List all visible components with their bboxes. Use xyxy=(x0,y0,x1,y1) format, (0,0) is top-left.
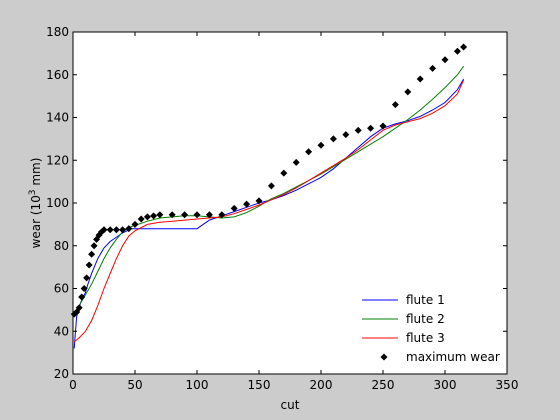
data-point-maximum-wear xyxy=(88,250,96,258)
series-maximum-wear xyxy=(70,43,468,318)
y-tick-label: 180 xyxy=(46,25,69,39)
data-point-maximum-wear xyxy=(90,242,98,250)
x-tick-label: 50 xyxy=(127,378,142,392)
data-point-maximum-wear xyxy=(80,285,88,292)
data-point-maximum-wear xyxy=(205,211,213,219)
data-point-maximum-wear xyxy=(75,304,83,312)
legend-label: flute 2 xyxy=(406,312,445,326)
x-tick-label: 350 xyxy=(496,378,519,392)
data-point-maximum-wear xyxy=(292,158,300,166)
legend-item-maximum-wear: maximum wear xyxy=(380,350,500,364)
x-tick-label: 250 xyxy=(372,378,395,392)
data-point-maximum-wear xyxy=(112,226,120,234)
legend-item-flute-2: flute 2 xyxy=(362,312,445,326)
data-point-maximum-wear xyxy=(156,211,164,219)
legend-item-flute-3: flute 3 xyxy=(362,331,445,345)
data-point-maximum-wear xyxy=(143,213,151,221)
data-point-maximum-wear xyxy=(230,204,238,212)
data-point-maximum-wear xyxy=(100,226,108,234)
series-layer xyxy=(70,43,468,349)
x-axis-label: cut xyxy=(281,398,300,412)
data-point-maximum-wear xyxy=(280,169,288,177)
data-point-maximum-wear xyxy=(119,226,127,234)
data-point-maximum-wear xyxy=(267,182,275,190)
data-point-maximum-wear xyxy=(391,101,399,109)
y-tick-label: 120 xyxy=(46,153,69,167)
data-point-maximum-wear xyxy=(150,212,158,220)
y-axis-label: wear (103 mm) xyxy=(28,158,43,249)
data-point-maximum-wear xyxy=(83,274,91,282)
data-point-maximum-wear xyxy=(354,126,362,134)
y-tick-label: 20 xyxy=(54,367,69,381)
data-point-maximum-wear xyxy=(329,135,337,143)
series-flute-3 xyxy=(73,79,465,343)
data-point-maximum-wear xyxy=(218,211,226,219)
data-point-maximum-wear xyxy=(453,47,461,55)
data-point-maximum-wear xyxy=(416,75,424,83)
data-point-maximum-wear xyxy=(131,220,139,228)
legend-label: flute 3 xyxy=(406,331,445,345)
y-axis-label-sup: 3 xyxy=(28,189,38,195)
data-point-maximum-wear xyxy=(125,225,133,233)
plot-area xyxy=(73,32,507,374)
data-point-maximum-wear xyxy=(168,211,176,219)
x-tick-label: 0 xyxy=(69,378,77,392)
data-point-maximum-wear xyxy=(460,43,468,51)
data-point-maximum-wear xyxy=(379,122,387,130)
y-tick-label: 40 xyxy=(54,324,69,338)
series-line-flute-2 xyxy=(73,65,465,317)
x-tick-label: 200 xyxy=(310,378,333,392)
y-axis-label-prefix: wear (10 xyxy=(29,195,43,248)
y-tick-label: 60 xyxy=(54,282,69,296)
x-tick-label: 300 xyxy=(434,378,457,392)
data-point-maximum-wear xyxy=(404,88,412,96)
data-point-maximum-wear xyxy=(181,211,189,219)
data-point-maximum-wear xyxy=(305,148,313,156)
y-tick-label: 100 xyxy=(46,196,69,210)
data-point-maximum-wear xyxy=(342,131,350,139)
legend-item-flute-1: flute 1 xyxy=(362,293,445,307)
data-point-maximum-wear xyxy=(429,64,437,72)
series-line-flute-3 xyxy=(73,79,465,343)
data-point-maximum-wear xyxy=(85,261,93,269)
data-point-maximum-wear xyxy=(367,124,375,132)
ticks-layer: 0 50 100 150 200 250 300 350 20 40 60 80 100 120 140 16… xyxy=(46,25,518,392)
data-point-maximum-wear xyxy=(193,211,201,219)
data-point-maximum-wear xyxy=(78,293,86,301)
x-tick-label: 150 xyxy=(248,378,271,392)
legend-label: flute 1 xyxy=(406,293,445,307)
y-tick-label: 160 xyxy=(46,68,69,82)
data-point-maximum-wear xyxy=(255,197,263,205)
legend-label: maximum wear xyxy=(406,350,500,364)
y-tick-label: 80 xyxy=(54,239,69,253)
data-point-maximum-wear xyxy=(106,226,114,234)
y-tick-label: 140 xyxy=(46,111,69,125)
data-point-maximum-wear xyxy=(137,215,145,223)
data-point-maximum-wear xyxy=(441,56,449,64)
data-point-maximum-wear xyxy=(243,200,251,208)
legend-swatch xyxy=(380,353,388,361)
data-point-maximum-wear xyxy=(317,141,325,149)
series-flute-2 xyxy=(73,65,465,317)
x-tick-label: 100 xyxy=(186,378,209,392)
y-axis-label-suffix: mm) xyxy=(29,158,43,190)
legend: flute 1 flute 2 flute 3 maximum wear xyxy=(362,293,500,364)
